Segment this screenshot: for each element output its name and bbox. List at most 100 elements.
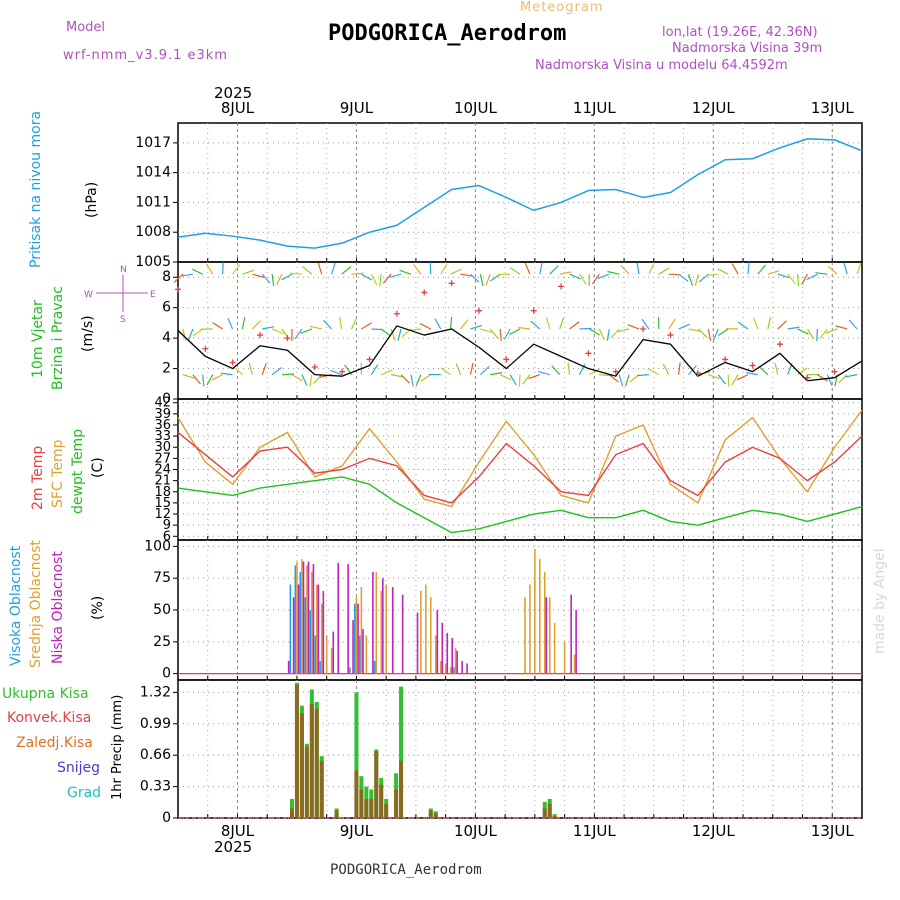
conv-rain-bar	[364, 798, 369, 818]
compass-n: N	[120, 265, 127, 275]
wind-arrow	[222, 262, 224, 275]
wind-arrow	[261, 273, 271, 284]
wind-arrow	[731, 263, 739, 275]
wind-arrow	[597, 273, 610, 280]
y-tick-label-precipitation: 0.99	[140, 716, 171, 732]
wind-arrow	[242, 269, 254, 275]
wind-gust-marker	[448, 280, 455, 287]
wind-compass-icon: N S W E	[84, 265, 156, 325]
wind-arrow	[400, 374, 410, 384]
wind-arrow	[460, 273, 473, 277]
wind-gust-marker	[284, 335, 291, 342]
wind-gust-marker	[503, 356, 510, 363]
wind-gust-marker	[421, 289, 428, 296]
y-tick-label-temperature: 21	[154, 474, 171, 489]
wind-arrow	[188, 328, 194, 341]
wind-arrow	[774, 362, 779, 375]
y-tick-label-wind: 4	[162, 330, 171, 346]
wind-arrow	[261, 363, 267, 375]
wind-gust-marker	[722, 356, 729, 363]
wind-arrow	[524, 262, 531, 275]
wind-arrow	[470, 324, 483, 330]
wind-gust-marker	[257, 332, 264, 339]
wind-arrow	[757, 264, 766, 275]
wind-arrow	[330, 369, 342, 376]
conv-rain-bar	[433, 813, 438, 818]
wind-gust-marker	[667, 332, 674, 339]
y-tick-label-clouds: 0	[162, 666, 171, 682]
wind-arrow	[717, 328, 729, 337]
conv-rain-bar	[374, 751, 379, 818]
y-tick-label-clouds: 50	[153, 602, 171, 618]
wind-arrow	[301, 374, 308, 386]
compass-s: S	[120, 315, 126, 325]
wind-gust-marker	[475, 307, 482, 314]
wind-arrow	[589, 328, 600, 336]
panel-frame-precipitation	[177, 679, 863, 819]
wind-arrow	[606, 328, 610, 341]
wind-gust-marker	[530, 307, 537, 314]
wind-arrow	[648, 263, 655, 275]
wind-arrow	[248, 362, 253, 375]
sfc-temp-line	[177, 409, 863, 508]
wind-arrow	[668, 318, 676, 330]
wind-arrow	[341, 266, 352, 275]
wind-arrow	[251, 320, 262, 330]
wind-arrow	[518, 374, 521, 387]
wind-arrow	[745, 372, 759, 376]
wind-arrow	[598, 328, 605, 341]
wind-arrow	[413, 264, 422, 275]
wind-arrow	[509, 328, 521, 335]
wind-arrow	[480, 328, 492, 334]
y-tick-label-temperature: 39	[154, 407, 171, 422]
wind-arrow	[578, 363, 586, 375]
date-label-bottom: 12JUL	[692, 822, 735, 840]
wind-arrow	[662, 363, 670, 375]
wind-arrow	[610, 328, 620, 339]
footer-station: PODGORICA_Aerodrom	[330, 862, 482, 878]
wind-arrow	[717, 374, 726, 385]
conv-rain-bar	[319, 760, 324, 818]
wind-arrow	[361, 273, 373, 281]
date-label-top: 12JUL	[692, 99, 735, 117]
model-value: wrf-nmm_v3.9.1 e3km	[63, 48, 228, 63]
wind-gust-marker	[366, 356, 373, 363]
wind-arrow	[797, 367, 808, 376]
conv-rain-bar	[294, 684, 299, 818]
wind-arrow	[522, 374, 531, 385]
wind-arrow	[678, 323, 690, 330]
snow-legend: Snijeg	[57, 760, 101, 776]
conv-rain-bar	[552, 816, 557, 818]
date-label-bottom: 8JUL	[221, 822, 255, 840]
wind-arrow	[797, 328, 809, 335]
wind-arrow	[727, 374, 730, 387]
wind-arrow	[450, 316, 453, 330]
wind-arrow	[302, 266, 313, 275]
wind-arrow	[528, 374, 541, 380]
y-tick-label-wind: 8	[162, 269, 171, 285]
y-tick-label-wind: 6	[162, 300, 171, 316]
wind-gust-marker	[640, 325, 647, 332]
wind-arrow	[806, 328, 815, 340]
wind-arrow	[182, 374, 195, 379]
wind-arrow	[569, 273, 581, 280]
wind-arrow	[323, 319, 333, 330]
wind-arrow	[490, 372, 503, 376]
wind-arrow	[485, 273, 491, 286]
wind-arrow	[390, 328, 396, 341]
wind-arrow	[440, 263, 448, 275]
y-tick-label-pressure: 1011	[135, 194, 171, 210]
wind-arrow	[567, 362, 571, 375]
wind-arrow	[370, 364, 379, 375]
wind-arrow	[636, 374, 649, 377]
conv-rain-bar	[304, 746, 309, 818]
wind-arrow	[262, 326, 275, 330]
wind-arrow	[191, 268, 204, 275]
wind-arrow	[399, 269, 412, 275]
wind-arrow	[434, 318, 442, 330]
conv-rain-bar	[290, 808, 294, 818]
wind-arrow	[220, 372, 233, 376]
wind-arrow	[489, 328, 499, 339]
y-tick-label-clouds: 25	[153, 634, 171, 650]
